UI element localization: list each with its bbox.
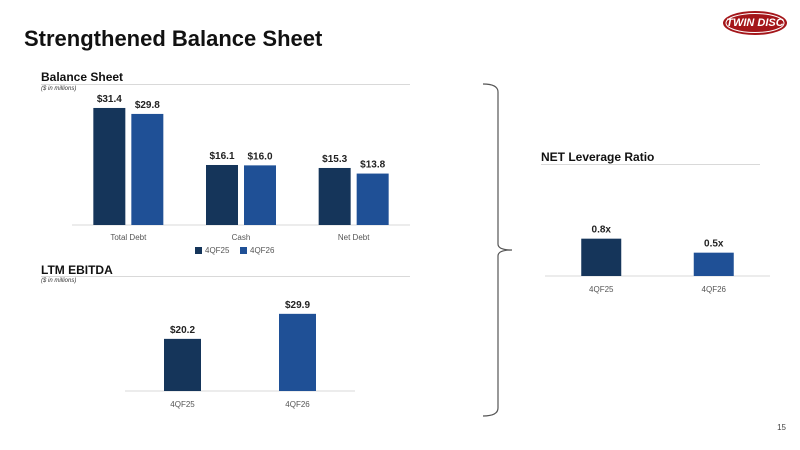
balance-sheet-title: Balance Sheet: [41, 70, 124, 84]
balance-data-label: $16.0: [247, 151, 272, 162]
balance-data-label: $13.8: [360, 160, 385, 171]
balance-category-label: Total Debt: [110, 233, 147, 242]
legend-label: 4QF26: [250, 246, 275, 255]
balance-bar: [131, 113, 164, 225]
leverage-data-label: 0.8x: [592, 225, 612, 236]
balance-bar: [244, 165, 276, 225]
balance-data-label: $15.3: [322, 154, 347, 165]
ebitda-category-label: 4QF26: [285, 400, 310, 409]
leverage-category-label: 4QF25: [589, 285, 614, 294]
balance-category-label: Net Debt: [338, 233, 370, 242]
ebitda-bar: [164, 338, 201, 391]
legend-label: 4QF25: [205, 246, 230, 255]
leverage-data-label: 0.5x: [704, 239, 724, 250]
ebitda-data-label: $29.9: [285, 300, 310, 311]
net-leverage-chart: 0.8x 4QF25 0.5x 4QF26: [545, 225, 770, 294]
logo-text: TWIN DISC: [726, 17, 784, 29]
balance-sheet-chart: $31.4 $29.8 Total Debt $16.1 $16.0 Cash $15.3 $…: [72, 94, 410, 255]
grouping-bracket: [482, 83, 513, 417]
balance-bar: [93, 107, 126, 225]
balance-data-label: $31.4: [97, 94, 122, 105]
ltm-ebitda-title: LTM EBITDA: [41, 263, 113, 277]
balance-data-label: $29.8: [135, 100, 160, 111]
balance-bar: [318, 167, 351, 225]
balance-category-label: Cash: [232, 233, 251, 242]
ebitda-data-label: $20.2: [170, 325, 195, 336]
balance-sheet-subtitle: ($ in millions): [41, 86, 77, 92]
page-title: Strengthened Balance Sheet: [24, 26, 323, 51]
leverage-category-label: 4QF26: [702, 285, 727, 294]
logo-badge: [723, 11, 787, 35]
balance-bar: [206, 164, 238, 225]
ebitda-bar: [279, 313, 316, 391]
net-leverage-title: NET Leverage Ratio: [541, 150, 655, 164]
legend-swatch: [240, 247, 247, 254]
ltm-ebitda-subtitle: ($ in millions): [41, 278, 77, 284]
ltm-ebitda-rule: [41, 276, 410, 277]
legend-swatch: [195, 247, 202, 254]
twin-disc-logo: TWIN DISC: [722, 10, 788, 36]
page-number: 15: [777, 423, 786, 432]
ltm-ebitda-chart: $20.2 4QF25 $29.9 4QF26: [125, 300, 355, 409]
balance-bar: [356, 173, 389, 225]
ebitda-category-label: 4QF25: [170, 400, 195, 409]
balance-sheet-rule: [41, 84, 410, 85]
net-leverage-rule: [541, 164, 760, 165]
leverage-bar: [693, 252, 734, 276]
leverage-bar: [581, 238, 622, 276]
balance-data-label: $16.1: [209, 151, 234, 162]
